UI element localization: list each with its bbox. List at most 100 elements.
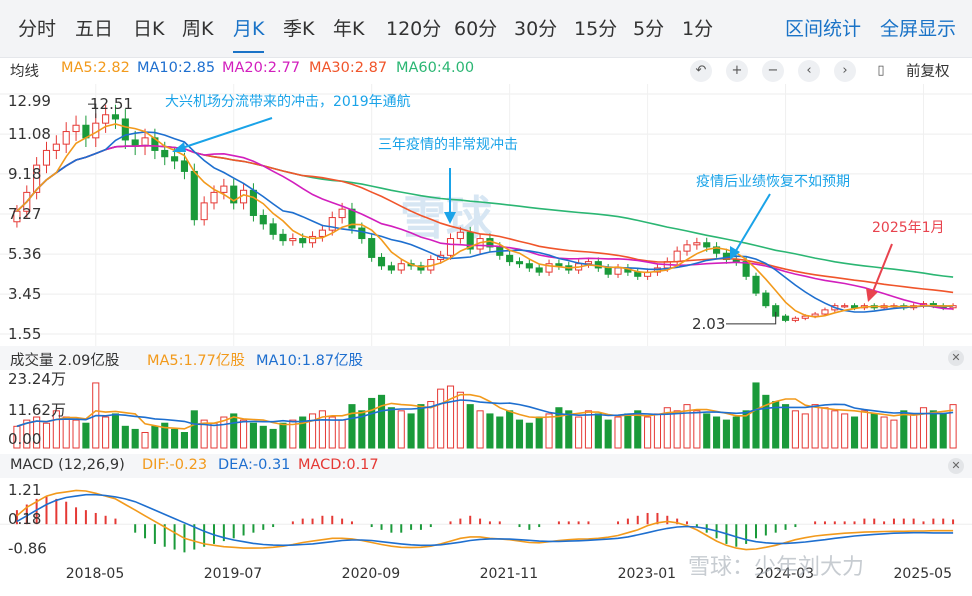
volume-bar[interactable] [62,416,70,449]
volume-bar[interactable] [328,416,336,449]
tab-period[interactable]: 周K [182,18,214,40]
volume-bar[interactable] [289,419,297,449]
candle[interactable] [584,261,593,265]
volume-bar[interactable] [259,425,267,449]
candle[interactable] [102,114,110,124]
candle[interactable] [52,143,60,151]
volume-bar[interactable] [279,422,287,449]
volume-bar[interactable] [949,404,957,449]
adjust-mode-select[interactable]: 前复权 [906,64,950,80]
candle[interactable] [279,233,287,242]
candle[interactable] [318,229,326,237]
tab-period[interactable]: 60分 [454,18,498,40]
candle[interactable] [397,263,405,271]
candle-style-icon[interactable]: ▯ [877,63,885,78]
volume-bar[interactable] [663,407,671,449]
candle[interactable] [811,313,819,317]
volume-bar[interactable] [929,410,937,449]
volume-bar[interactable] [220,416,228,449]
candle[interactable] [249,189,257,216]
volume-bar[interactable] [634,410,642,449]
tab-period[interactable]: 120分 [386,18,442,40]
volume-bar[interactable] [821,407,829,449]
volume-bar[interactable] [348,404,356,449]
candle[interactable] [456,231,464,240]
candle[interactable] [693,242,701,246]
volume-bar[interactable] [240,419,248,449]
candle[interactable] [171,156,179,162]
volume-bar[interactable] [900,410,908,449]
candle[interactable] [62,131,70,145]
volume-bar[interactable] [377,394,386,449]
volume-bar[interactable] [762,394,770,449]
volume-bar[interactable] [801,413,809,449]
tab-period[interactable]: 季K [283,18,315,40]
candle[interactable] [535,267,543,273]
volume-bar[interactable] [141,432,149,449]
candle[interactable] [515,261,524,265]
volume-bar[interactable] [703,413,711,449]
volume-bar[interactable] [161,422,169,449]
candle[interactable] [180,160,189,172]
candle[interactable] [111,114,120,120]
volume-bar[interactable] [171,428,179,449]
candle[interactable] [614,267,622,275]
candle[interactable] [42,149,51,166]
volume-bar[interactable] [772,401,780,449]
candle[interactable] [417,265,425,271]
candle[interactable] [604,267,612,275]
volume-bar[interactable] [515,419,524,449]
candle[interactable] [634,271,642,277]
candle[interactable] [328,217,336,231]
volume-bar[interactable] [299,416,307,449]
volume-bar[interactable] [693,410,701,449]
volume-bar[interactable] [82,422,90,449]
volume-bar[interactable] [249,422,257,449]
volume-bar[interactable] [910,413,918,449]
volume-bar[interactable] [72,419,80,449]
volume-bar[interactable] [713,416,721,449]
candle[interactable] [446,238,455,256]
undo-icon[interactable]: ↶ [690,60,712,82]
volume-bar[interactable] [604,419,612,449]
volume-bar[interactable] [210,422,218,449]
tab-period[interactable]: 日K [133,18,165,40]
candle[interactable] [762,292,770,307]
volume-bar[interactable] [496,416,504,449]
volume-bar[interactable] [673,410,681,449]
volume-bar[interactable] [437,388,445,449]
volume-bar[interactable] [939,413,947,449]
tab-period[interactable]: 分时 [18,18,57,40]
volume-bar[interactable] [624,413,632,449]
tab-period[interactable]: 30分 [514,18,558,40]
volume-bar[interactable] [831,410,839,449]
volume-bar[interactable] [565,410,573,449]
volume-bar[interactable] [111,413,120,449]
volume-bar[interactable] [811,404,819,449]
volume-chart[interactable]: 23.24万 11.62万 0.00 [0,370,972,450]
candle[interactable] [703,242,711,248]
volume-bar[interactable] [33,416,41,449]
candle[interactable] [545,263,553,273]
volume-bar[interactable] [535,416,543,449]
volume-bar[interactable] [683,404,691,449]
candle[interactable] [673,250,681,263]
volume-bar[interactable] [180,432,189,449]
candle[interactable] [33,164,41,193]
volume-bar[interactable] [308,413,317,449]
candle[interactable] [387,265,395,271]
candle[interactable] [801,315,809,319]
volume-bar[interactable] [427,401,435,449]
volume-bar[interactable] [456,391,464,449]
volume-bar[interactable] [23,419,31,449]
volume-bar[interactable] [890,419,898,449]
volume-bar[interactable] [722,419,730,449]
close-macd-icon[interactable]: ✕ [948,458,964,474]
volume-bar[interactable] [555,407,563,449]
candle[interactable] [791,317,799,321]
volume-bar[interactable] [121,425,129,449]
volume-bar[interactable] [466,404,474,449]
zoom-in-icon[interactable]: + [726,60,748,82]
volume-bar[interactable] [584,410,593,449]
volume-bar[interactable] [841,413,849,449]
